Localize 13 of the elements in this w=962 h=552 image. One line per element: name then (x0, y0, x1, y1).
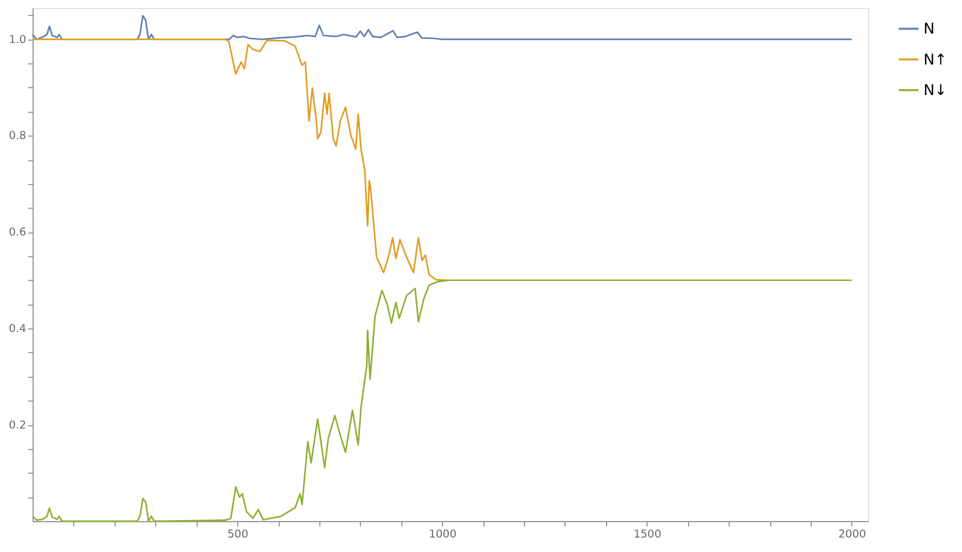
y-tick-label: 1.0 (8, 32, 26, 46)
x-tick-label: 2000 (838, 527, 866, 540)
y-tick-label: 0.2 (8, 418, 26, 432)
legend-label: N (923, 20, 935, 38)
y-tick-label: 0.4 (8, 322, 26, 335)
x-tick-label: 500 (228, 527, 248, 540)
legend-label: N↓ (923, 82, 947, 100)
y-tick-label: 0.8 (8, 129, 26, 142)
y-tick-label: 0.6 (8, 226, 26, 239)
line-series (32, 279, 852, 522)
x-tick-label: 1000 (428, 527, 457, 540)
legend-label: N↑ (923, 51, 947, 68)
x-tick-label: 1500 (634, 527, 662, 540)
